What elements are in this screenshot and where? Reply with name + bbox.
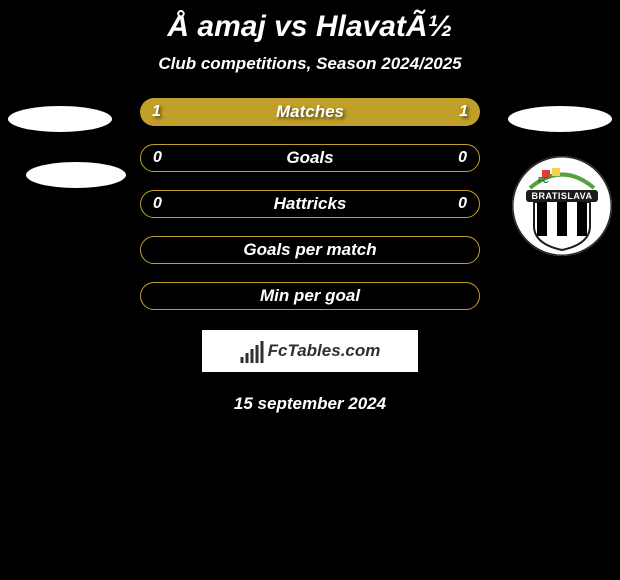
stat-label: Matches [276,102,344,122]
stat-row-goals: 0 Goals 0 [140,144,480,172]
stat-label: Goals [286,148,333,168]
stat-rows: 1 Matches 1 0 Goals 0 0 Hattricks 0 Goals per mat… [140,98,480,310]
stat-label: Goals per match [243,240,376,260]
stat-label: Hattricks [274,194,347,214]
svg-text:FC: FC [538,176,549,185]
stat-row-goals-per-match: Goals per match [140,236,480,264]
stat-right-value: 1 [459,103,468,121]
right-ellipse [508,106,612,132]
stat-right-value: 0 [458,195,467,213]
bar-chart-icon [240,339,264,363]
stat-row-hattricks: 0 Hattricks 0 [140,190,480,218]
svg-text:BRATISLAVA: BRATISLAVA [532,191,593,201]
stat-row-min-per-goal: Min per goal [140,282,480,310]
right-team-badges: FC BRATISLAVA [508,106,612,256]
left-ellipse-1 [8,106,112,132]
club-badge-bratislava: FC BRATISLAVA [512,156,612,256]
brand-box: FcTables.com [202,330,418,372]
stat-left-value: 0 [153,195,162,213]
comparison-area: FC BRATISLAVA 1 Matches 1 0 Goals 0 0 Hattricks… [0,98,620,310]
left-team-badges [8,106,126,188]
page-title: Å amaj vs HlavatÃ½ [0,0,620,54]
stat-row-matches: 1 Matches 1 [140,98,480,126]
stat-label: Min per goal [260,286,360,306]
page-subtitle: Club competitions, Season 2024/2025 [0,54,620,98]
date-line: 15 september 2024 [0,394,620,414]
stat-left-value: 1 [152,103,161,121]
stat-right-value: 0 [458,149,467,167]
stat-left-value: 0 [153,149,162,167]
brand-text: FcTables.com [268,341,381,361]
left-ellipse-2 [26,162,126,188]
